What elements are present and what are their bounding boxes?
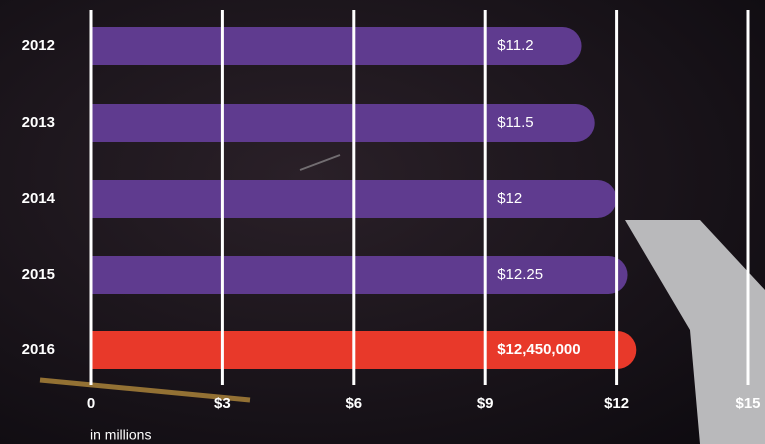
value-label: $12 [497,190,522,207]
category-label: 2014 [22,190,56,207]
category-label: 2012 [22,37,55,54]
chart: in millions 2012 2013 2014 2015 2016 0 $3 $6 $9 $… [0,0,765,444]
axis-note: in millions [90,427,151,443]
x-tick-label: 0 [87,395,95,412]
value-label: $11.5 [497,114,533,131]
value-label: $11.2 [497,37,533,54]
x-tick-label: $6 [345,395,362,412]
x-tick-label: $9 [477,395,494,412]
category-label: 2016 [22,341,55,358]
value-label: $12.25 [497,266,543,283]
x-tick-label: $12 [604,395,629,412]
category-label: 2013 [22,114,55,131]
x-tick-label: $15 [735,395,760,412]
category-label: 2015 [22,266,55,283]
value-label: $12,450,000 [497,341,580,358]
bar [91,256,628,294]
x-tick-label: $3 [214,395,231,412]
